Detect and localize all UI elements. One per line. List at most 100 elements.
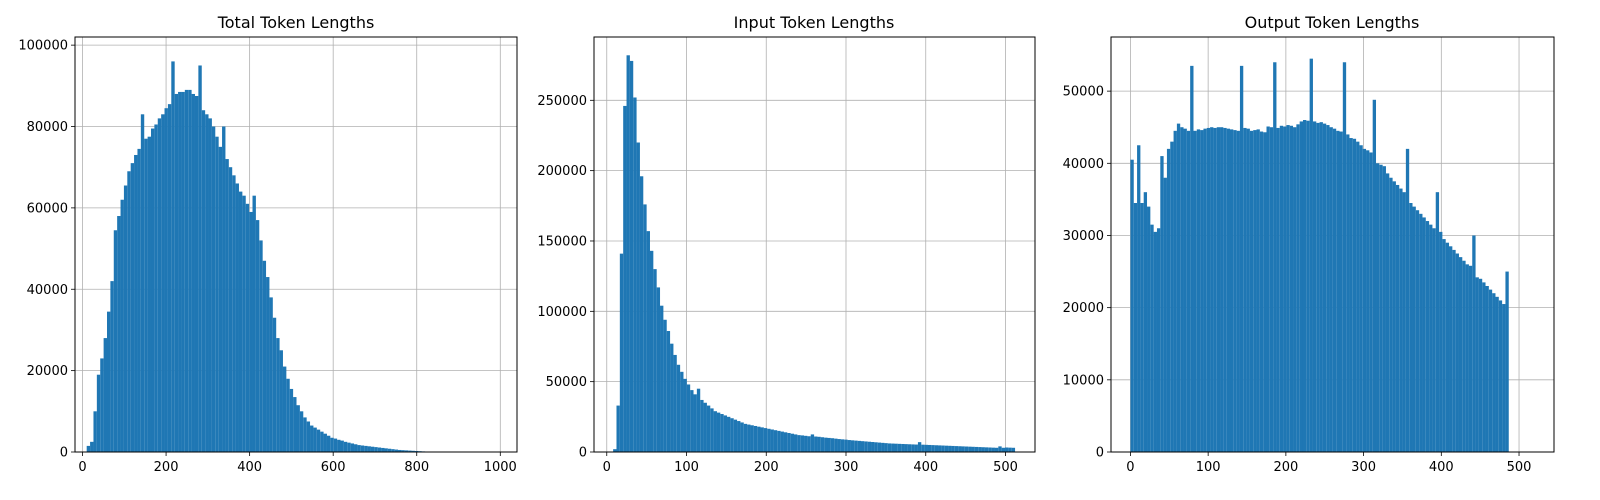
histogram-bar [1286,125,1290,452]
histogram-bar [238,191,243,452]
histogram-bar [1342,62,1347,453]
histogram-bar [1316,122,1320,452]
histogram-bar [733,419,738,452]
histogram-bar [1422,217,1426,452]
y-tick-label-output: 50000 [1063,85,1104,100]
histogram-bar [760,427,764,452]
histogram-bar [981,447,985,452]
histogram-bar [1259,131,1264,452]
histogram-bar [1402,192,1406,452]
histogram-bar [854,440,858,452]
histogram-bar [1409,203,1413,452]
histogram-bar [218,146,223,452]
histogram-bar [696,388,701,452]
histogram-bar [1482,282,1486,452]
histogram-bar [164,108,168,452]
histogram-bar [1382,166,1386,453]
histogram-bar [1336,130,1340,452]
histogram-bar [1376,163,1380,452]
histogram-bar [887,443,892,452]
histogram-bar [381,447,385,452]
histogram-bar [1256,129,1260,452]
y-tick-label-output: 30000 [1063,229,1104,244]
histogram-bar [1276,127,1280,452]
histogram-bar [837,439,841,452]
histogram-bar [924,444,928,452]
histogram-bar [1319,122,1323,452]
histogram-bar [323,433,327,452]
histogram-bar [184,89,189,453]
histogram-bar [1395,184,1400,452]
histogram-bar [157,118,162,452]
histogram-bar [235,183,239,452]
histogram-bar [360,445,365,452]
axes-frame-total [74,36,518,453]
histogram-bar [797,435,801,452]
x-tick-label-output: 0 [1126,460,1134,475]
histogram-bar [1412,206,1416,452]
histogram-bar [1193,130,1197,452]
histogram-bar [107,311,111,452]
y-tick-label-input: 100000 [537,305,587,320]
histogram-bar [130,163,135,453]
histogram-bar [113,230,118,452]
histogram-bar [1213,127,1217,452]
histogram-bar [820,437,825,452]
histogram-bar [316,429,321,452]
histogram-bar [1296,124,1300,452]
histogram-bar [110,281,114,452]
histogram-bar [340,440,344,452]
histogram-bar [1011,447,1016,452]
histogram-bar [1200,130,1204,452]
histogram-bar [783,432,788,452]
histogram-bar [303,417,307,452]
histogram-bar [1133,203,1138,452]
ticks-input: 0 100 200 300 400 500 0 50000 100000 150000 200000… [537,94,1018,475]
histogram-bar [1273,62,1277,453]
y-tick-label-output: 40000 [1063,157,1104,172]
histogram-bar [891,443,895,452]
histogram-bar [326,435,331,452]
histogram-bar [1379,164,1383,452]
axes-frame-output [1110,36,1555,453]
histogram-bar [299,411,304,452]
histogram-bar [1352,138,1357,453]
histogram-bar [1349,138,1353,453]
histogram-bar [276,338,280,452]
histogram-bar [1299,121,1303,452]
histogram-bar [394,449,399,452]
histogram-bar [961,446,965,452]
x-tick-label-output: 300 [1351,460,1376,475]
histogram-bar [864,441,868,452]
histogram-bar [1147,206,1151,452]
histogram-bar [1475,277,1479,452]
histogram-bar [1243,127,1247,452]
histogram-bar [827,437,831,452]
histogram-bar [90,441,94,452]
chart-title-output: Output Token Lengths [1245,13,1420,32]
histogram-bar [411,450,415,452]
histogram-bar [1239,65,1244,452]
histogram-bar [414,450,419,452]
histogram-bar [633,97,637,453]
histogram-bar [1183,128,1187,452]
histogram-bar [1485,286,1489,452]
y-tick-label-output: 20000 [1063,301,1104,316]
histogram-bar [1249,130,1254,452]
histogram-bar [1442,239,1446,452]
histogram-bar [1005,447,1009,452]
x-tick-label-input: 0 [603,460,611,475]
histogram-bar [144,138,148,452]
histogram-bar [914,444,918,452]
histogram-bar [1455,253,1459,452]
ticks-output: 0 100 200 300 400 500 0 10000 20000 30000 40000 500… [1063,85,1532,475]
x-tick-label-output: 100 [1196,460,1221,475]
histogram-bar [626,55,630,452]
x-tick-label-total: 400 [237,460,262,475]
histogram-bar [370,446,375,452]
histogram-bar [894,443,898,452]
histogram-bar [968,446,972,452]
histogram-bar [1492,293,1496,452]
histogram-bar [242,195,246,453]
y-tick-label-total: 60000 [27,201,68,216]
